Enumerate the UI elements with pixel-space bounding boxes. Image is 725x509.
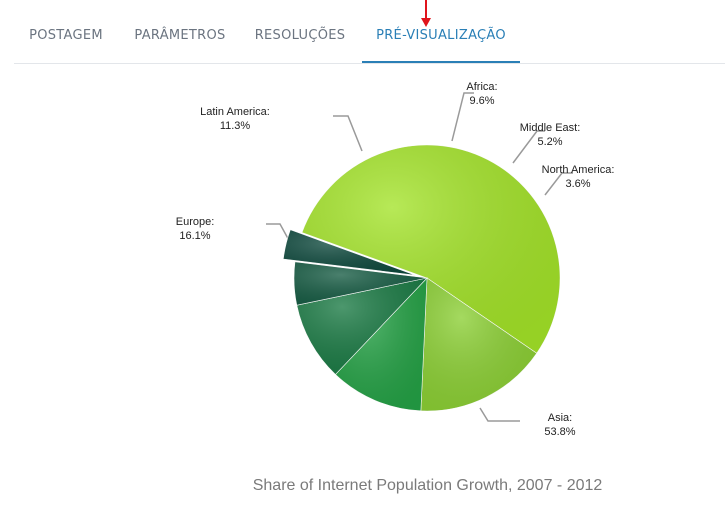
- chart-title: Share of Internet Population Growth, 200…: [252, 477, 603, 494]
- tab-postagem[interactable]: POSTAGEM: [29, 28, 103, 43]
- slice-label: Africa: 9.6%: [452, 80, 512, 108]
- slice-label-value: 16.1%: [179, 230, 211, 242]
- tab-resolucoes[interactable]: RESOLUÇÕES: [254, 28, 346, 43]
- slice-label-name: Africa:: [466, 81, 498, 93]
- slice-label-name: Asia:: [547, 412, 573, 424]
- tab-parametros[interactable]: PARÂMETROS: [134, 28, 226, 43]
- slice-label-value: 9.6%: [469, 95, 495, 107]
- tab-pre-visualizacao[interactable]: PRÉ-VISUALIZAÇÃO: [362, 28, 520, 63]
- slice-label: Latin America: 11.3%: [191, 105, 279, 133]
- pie-chart: Asia: 53.8% Europe: 16.1% Latin America: 11.3…: [0, 63, 725, 509]
- slice-label-name: Europe:: [175, 216, 215, 228]
- slice-label: Middle East: 5.2%: [510, 121, 590, 149]
- leader-line: [479, 407, 520, 422]
- slice-label-name: Latin America:: [200, 106, 270, 118]
- slice-label-value: 5.2%: [537, 136, 563, 148]
- slice-label: North America: 3.6%: [531, 163, 625, 191]
- slice-label-name: North America:: [541, 164, 615, 176]
- pie-chart-svg: [266, 92, 573, 422]
- pointer-arrow-icon: [421, 0, 431, 27]
- tab-bar: POSTAGEM PARÂMETROS RESOLUÇÕES PRÉ-VISUA…: [14, 0, 725, 64]
- slice-label-value: 53.8%: [544, 426, 576, 438]
- slice-label-name: Middle East:: [519, 122, 581, 134]
- leader-line: [544, 172, 573, 196]
- slice-label-value: 11.3%: [219, 120, 251, 132]
- leader-line: [333, 115, 363, 152]
- leader-line: [512, 130, 545, 164]
- slice-label-value: 3.6%: [565, 178, 591, 190]
- slice-label: Asia: 53.8%: [530, 411, 590, 439]
- slice-label: Europe: 16.1%: [160, 215, 230, 243]
- leader-line: [451, 92, 474, 142]
